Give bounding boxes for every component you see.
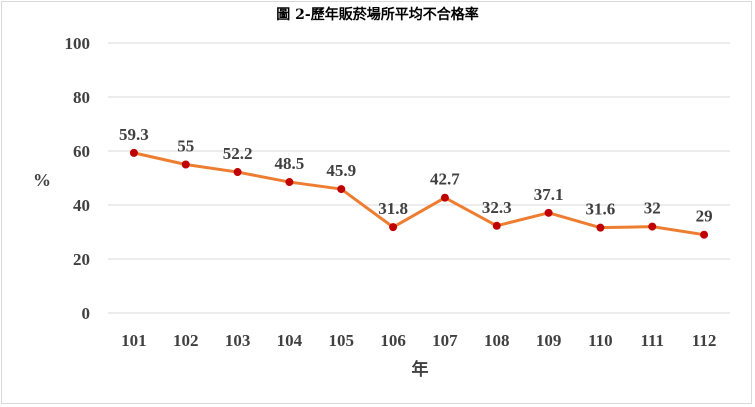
y-tick-label: 20 bbox=[73, 250, 90, 269]
y-tick-label: 60 bbox=[73, 142, 90, 161]
series-line bbox=[133, 151, 705, 237]
data-label: 52.2 bbox=[223, 144, 253, 163]
data-label: 55 bbox=[177, 137, 194, 156]
x-tick-label: 105 bbox=[329, 331, 355, 350]
data-point bbox=[129, 148, 138, 157]
data-label: 31.8 bbox=[378, 199, 408, 218]
x-tick-label: 111 bbox=[640, 331, 664, 350]
data-label: 32 bbox=[644, 199, 661, 218]
x-tick-label: 109 bbox=[536, 331, 562, 350]
data-point bbox=[233, 168, 242, 177]
data-labels: 59.3 55 52.2 48.5 45.9 31.8 42.7 32.3 37.1 31.6 32… bbox=[119, 125, 713, 226]
x-tick-label: 107 bbox=[432, 331, 458, 350]
gridlines bbox=[108, 42, 730, 314]
data-label: 42.7 bbox=[430, 170, 460, 189]
y-tick-label: 0 bbox=[82, 304, 91, 323]
data-label: 29 bbox=[696, 207, 713, 226]
data-point bbox=[648, 222, 657, 231]
data-point bbox=[492, 221, 501, 230]
data-label: 45.9 bbox=[326, 161, 356, 180]
data-label: 31.6 bbox=[586, 200, 616, 219]
x-axis-label: 年 bbox=[412, 359, 429, 379]
x-axis-ticks: 101 102 103 104 105 106 107 108 109 110 111 112 bbox=[121, 331, 716, 350]
x-tick-label: 106 bbox=[380, 331, 406, 350]
x-tick-label: 103 bbox=[225, 331, 251, 350]
data-markers bbox=[129, 148, 709, 239]
x-tick-label: 110 bbox=[588, 331, 613, 350]
data-label: 37.1 bbox=[534, 185, 564, 204]
x-tick-label: 104 bbox=[277, 331, 303, 350]
data-point bbox=[596, 223, 605, 232]
x-tick-label: 102 bbox=[173, 331, 199, 350]
chart-title: 圖 2-歷年販菸場所平均不合格率 bbox=[276, 7, 479, 23]
data-point bbox=[181, 160, 190, 169]
x-tick-label: 108 bbox=[484, 331, 510, 350]
y-tick-label: 40 bbox=[73, 196, 90, 215]
data-label: 32.3 bbox=[482, 198, 512, 217]
data-label: 59.3 bbox=[119, 125, 149, 144]
data-point bbox=[700, 230, 709, 239]
x-tick-label: 101 bbox=[121, 331, 147, 350]
data-label: 48.5 bbox=[275, 154, 305, 173]
data-point bbox=[440, 193, 449, 202]
y-tick-label: 80 bbox=[73, 88, 90, 107]
y-tick-label: 100 bbox=[65, 34, 91, 53]
y-axis-label: % bbox=[33, 170, 51, 190]
data-point bbox=[389, 223, 398, 232]
data-point bbox=[337, 185, 346, 194]
data-point bbox=[285, 178, 294, 187]
data-point bbox=[544, 208, 553, 217]
y-axis-ticks: 0 20 40 60 80 100 bbox=[65, 34, 91, 323]
x-tick-label: 112 bbox=[692, 331, 717, 350]
